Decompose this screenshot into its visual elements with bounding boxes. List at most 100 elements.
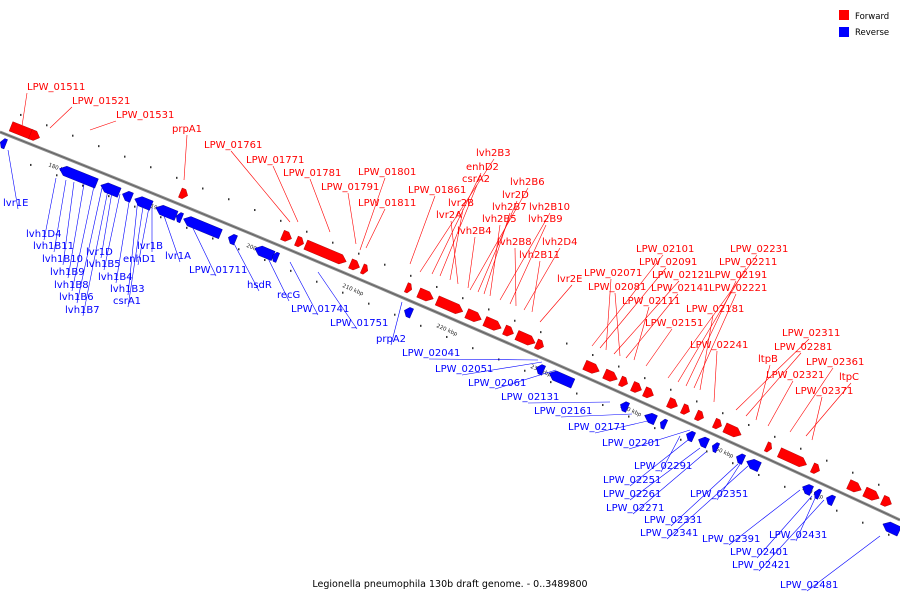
reverse-gene-label-leader (82, 189, 109, 317)
gene-dot (826, 459, 828, 462)
forward-gene (416, 287, 434, 302)
forward-gene-label: lvh2B8 (497, 237, 532, 248)
tick-label: 210 kbp (341, 283, 364, 297)
forward-gene-label: LPW_02311 (782, 328, 840, 339)
forward-gene-label: ltpC (839, 372, 859, 383)
reverse-gene-label: recG (277, 290, 300, 301)
forward-gene-label-leader (431, 172, 482, 275)
forward-gene-label: lvh2D4 (542, 237, 577, 248)
reverse-gene (536, 364, 546, 376)
reverse-gene (882, 521, 900, 537)
reverse-gene-label-leader (67, 183, 85, 279)
gene-dot (628, 415, 630, 418)
gene-dot (654, 427, 656, 430)
reverse-gene-label-leader (127, 197, 139, 296)
forward-gene-label: LPW_02181 (686, 304, 744, 315)
gene-dot (618, 365, 620, 368)
forward-gene-label: LPW_02151 (645, 318, 703, 329)
label-leaders (7, 92, 881, 592)
forward-gene-label-leader (21, 92, 28, 127)
gene-dot (576, 392, 578, 395)
reverse-gene-label: lvr1A (165, 251, 191, 262)
gene-dot (186, 226, 188, 229)
reverse-gene-label-leader (7, 149, 19, 210)
reverse-gene-label-leader (229, 235, 260, 292)
reverse-gene-label: LPW_02131 (501, 392, 559, 403)
forward-gene (880, 495, 892, 507)
reverse-gene-label-leader (756, 495, 813, 559)
gene-dot (670, 388, 672, 391)
forward-gene-label-leader (591, 254, 664, 347)
reverse-gene-label-leader (632, 451, 707, 515)
forward-gene-label: LPW_02081 (588, 282, 646, 293)
reverse-gene-label-leader (189, 221, 217, 277)
gene-dot (446, 335, 448, 338)
forward-gene-label: LPW_02221 (709, 283, 767, 294)
reverse-gene-label: LPW_02171 (568, 422, 626, 433)
forward-gene-label: LPW_01861 (408, 185, 466, 196)
gene-dot (514, 319, 516, 322)
reverse-gene (272, 251, 280, 263)
gene-dot (810, 497, 812, 500)
reverse-gene (548, 370, 576, 389)
reverse-gene-label: lvh1B4 (98, 272, 133, 283)
forward-gene-label: LPW_02281 (774, 342, 832, 353)
forward-gene-label-leader (713, 350, 718, 403)
reverse-gene-label-leader (261, 245, 290, 302)
reverse-gene (698, 436, 710, 449)
gene-dot (150, 166, 152, 169)
forward-gene-label-leader (767, 380, 794, 427)
reverse-gene-label-leader (100, 191, 113, 259)
gene-dot (540, 331, 542, 334)
forward-gene-label: LPW_02071 (584, 268, 642, 279)
forward-gene (862, 486, 880, 501)
gene-dot (134, 205, 136, 208)
forward-gene-label-leader (633, 306, 650, 361)
forward-gene (348, 258, 360, 271)
forward-gene (763, 441, 772, 453)
forward-gene-label: LPW_01771 (246, 155, 304, 166)
reverse-gene-label: lvh1B7 (65, 305, 100, 316)
forward-gene (846, 479, 862, 493)
reverse-gene-label-leader (560, 413, 633, 418)
gene-dot (862, 521, 864, 524)
reverse-gene-label: lvh1B10 (42, 254, 83, 265)
reverse-gene (0, 138, 8, 150)
gene-dot (410, 274, 412, 277)
forward-gene-label: csrA2 (462, 174, 490, 185)
reverse-gene-label: LPW_02431 (769, 530, 827, 541)
forward-gene-label: lvh2B6 (510, 177, 545, 188)
forward-gene-label-leader (614, 292, 621, 357)
forward-gene-label-leader (467, 236, 476, 289)
forward-gene-label: lvr2A (436, 210, 462, 221)
gene-dot (368, 302, 370, 305)
legend: Forward Reverse (839, 10, 889, 38)
forward-gene (514, 330, 536, 346)
reverse-gene-label-leader (62, 181, 75, 266)
forward-gene-label: LPW_01761 (204, 140, 262, 151)
reverse-gene-label-leader (103, 193, 121, 271)
gene-dot (420, 324, 422, 327)
reverse-gene (176, 212, 184, 224)
forward-gene-label: lvh2B10 (529, 202, 570, 213)
gene-dot (524, 369, 526, 372)
forward-gene-label: LPW_01521 (72, 96, 130, 107)
gene-dot (82, 184, 84, 187)
gene-dot (20, 113, 22, 116)
forward-gene-label-leader (811, 396, 823, 441)
forward-gene-label: lvh2B3 (476, 148, 511, 159)
reverse-gene-label: lvh1D4 (26, 229, 61, 240)
gene-dot (56, 174, 58, 177)
forward-gene-label-leader (183, 134, 188, 181)
reverse-gene (59, 166, 99, 189)
gene-dot (212, 237, 214, 240)
forward-gene-label-leader (347, 192, 357, 245)
reverse-gene-label: enhD1 (123, 254, 156, 265)
reverse-gene (155, 205, 179, 221)
reverse-gene-label-leader (76, 187, 103, 304)
gene-dot (290, 269, 292, 272)
forward-gene-label: lvr2D (502, 190, 529, 201)
forward-gene-label: LPW_02121 (652, 270, 710, 281)
forward-gene-label-leader (89, 120, 117, 131)
reverse-gene (620, 401, 630, 413)
